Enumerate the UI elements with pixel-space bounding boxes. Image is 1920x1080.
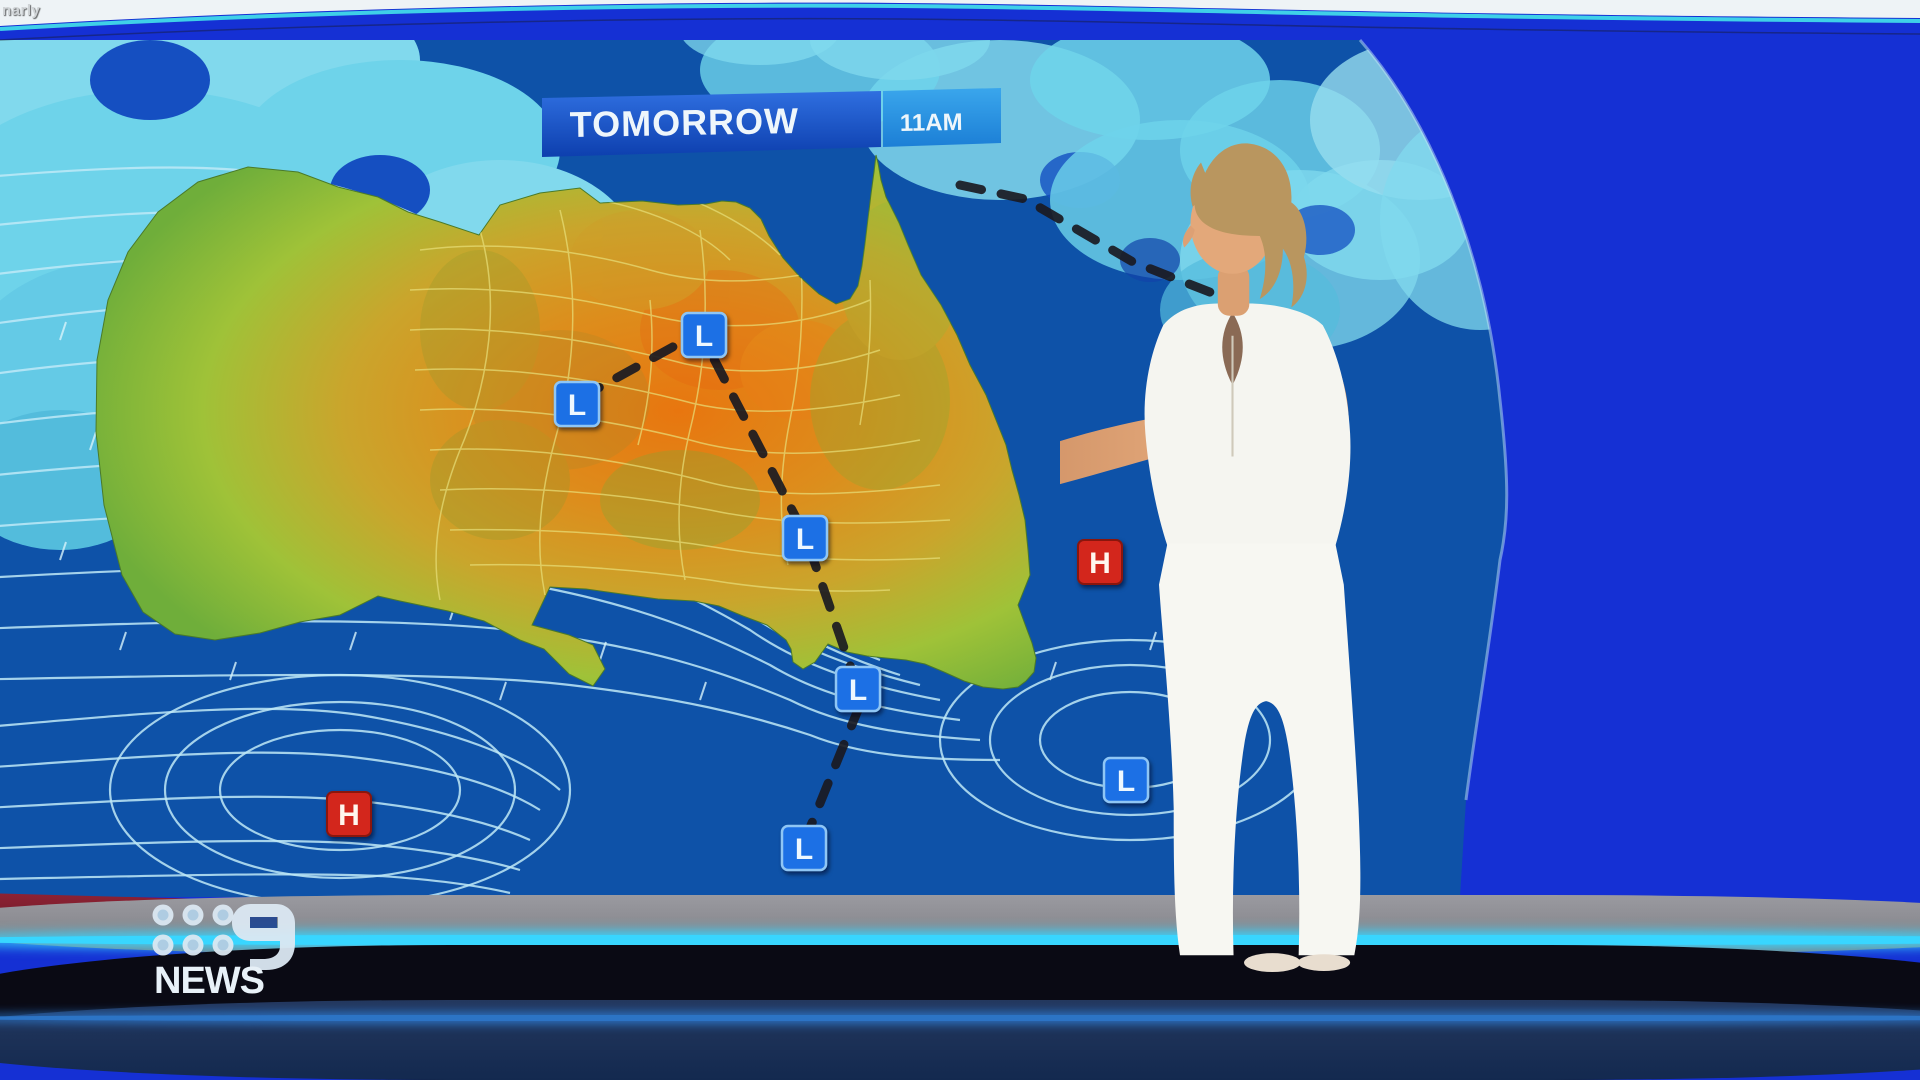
svg-text:L: L — [796, 523, 814, 556]
svg-text:L: L — [568, 389, 586, 422]
svg-text:H: H — [338, 799, 360, 832]
svg-text:L: L — [795, 833, 813, 866]
svg-text:L: L — [849, 674, 867, 707]
svg-text:L: L — [695, 320, 713, 353]
svg-text:NEWS: NEWS — [154, 960, 264, 999]
